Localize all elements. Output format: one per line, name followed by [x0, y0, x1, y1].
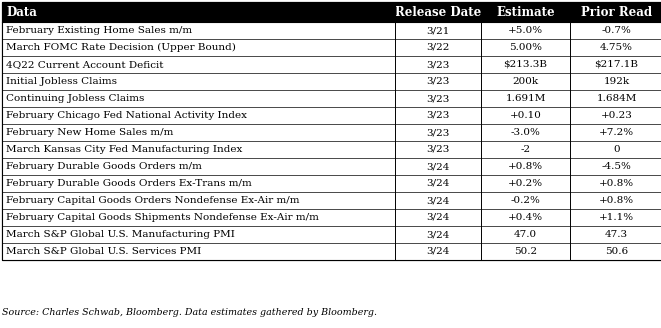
- Text: 4Q22 Current Account Deficit: 4Q22 Current Account Deficit: [6, 60, 163, 69]
- Text: March Kansas City Fed Manufacturing Index: March Kansas City Fed Manufacturing Inde…: [6, 145, 243, 154]
- Text: February Chicago Fed National Activity Index: February Chicago Fed National Activity I…: [6, 111, 247, 120]
- Text: 3/24: 3/24: [426, 230, 449, 239]
- Text: 3/23: 3/23: [426, 111, 449, 120]
- Bar: [2, 39, 661, 56]
- Text: Continuing Jobless Claims: Continuing Jobless Claims: [6, 94, 144, 103]
- Text: +0.10: +0.10: [510, 111, 541, 120]
- Text: February Capital Goods Shipments Nondefense Ex-Air m/m: February Capital Goods Shipments Nondefe…: [6, 213, 319, 222]
- Bar: [2, 73, 661, 90]
- Text: $213.3B: $213.3B: [504, 60, 547, 69]
- Text: 1.684M: 1.684M: [596, 94, 637, 103]
- Text: 0: 0: [613, 145, 620, 154]
- Text: 3/24: 3/24: [426, 179, 449, 188]
- Text: +7.2%: +7.2%: [599, 128, 634, 137]
- Text: March S&P Global U.S. Services PMI: March S&P Global U.S. Services PMI: [6, 247, 201, 256]
- Bar: [2, 90, 661, 107]
- Text: 3/23: 3/23: [426, 77, 449, 86]
- Text: +0.8%: +0.8%: [508, 162, 543, 171]
- Bar: [2, 209, 661, 226]
- Bar: [2, 226, 661, 243]
- Text: Initial Jobless Claims: Initial Jobless Claims: [6, 77, 117, 86]
- Text: Prior Read: Prior Read: [581, 6, 652, 18]
- Text: 50.6: 50.6: [605, 247, 628, 256]
- Text: 3/23: 3/23: [426, 94, 449, 103]
- Text: 5.00%: 5.00%: [509, 43, 542, 52]
- Text: -4.5%: -4.5%: [602, 162, 631, 171]
- Text: 3/21: 3/21: [426, 26, 449, 35]
- Text: +5.0%: +5.0%: [508, 26, 543, 35]
- Text: March FOMC Rate Decision (Upper Bound): March FOMC Rate Decision (Upper Bound): [6, 43, 236, 52]
- Text: +0.8%: +0.8%: [599, 179, 634, 188]
- Text: +0.4%: +0.4%: [508, 213, 543, 222]
- Text: February Durable Goods Orders Ex-Trans m/m: February Durable Goods Orders Ex-Trans m…: [6, 179, 252, 188]
- Text: -0.7%: -0.7%: [602, 26, 631, 35]
- Text: 3/24: 3/24: [426, 162, 449, 171]
- Bar: [2, 175, 661, 192]
- Text: Data: Data: [6, 6, 37, 18]
- Text: -2: -2: [520, 145, 531, 154]
- Bar: [2, 124, 661, 141]
- Text: +1.1%: +1.1%: [599, 213, 634, 222]
- Text: 3/23: 3/23: [426, 128, 449, 137]
- Bar: [2, 2, 661, 260]
- Bar: [2, 2, 661, 260]
- Text: +0.2%: +0.2%: [508, 179, 543, 188]
- Text: 3/23: 3/23: [426, 60, 449, 69]
- Text: 3/22: 3/22: [426, 43, 449, 52]
- Text: 1.691M: 1.691M: [505, 94, 546, 103]
- Bar: [2, 192, 661, 209]
- Bar: [2, 22, 661, 39]
- Text: 4.75%: 4.75%: [600, 43, 633, 52]
- Bar: [2, 243, 661, 260]
- Bar: [2, 158, 661, 175]
- Text: +0.23: +0.23: [601, 111, 633, 120]
- Text: -0.2%: -0.2%: [510, 196, 541, 205]
- Text: February Existing Home Sales m/m: February Existing Home Sales m/m: [6, 26, 192, 35]
- Text: 192k: 192k: [603, 77, 629, 86]
- Text: 3/23: 3/23: [426, 145, 449, 154]
- Text: 3/24: 3/24: [426, 196, 449, 205]
- Text: 47.0: 47.0: [514, 230, 537, 239]
- Bar: [2, 141, 661, 158]
- Text: 50.2: 50.2: [514, 247, 537, 256]
- Text: 3/24: 3/24: [426, 247, 449, 256]
- Text: +0.8%: +0.8%: [599, 196, 634, 205]
- Text: -3.0%: -3.0%: [510, 128, 541, 137]
- Text: $217.1B: $217.1B: [594, 60, 639, 69]
- Text: Source: Charles Schwab, Bloomberg. Data estimates gathered by Bloomberg.: Source: Charles Schwab, Bloomberg. Data …: [2, 308, 377, 317]
- Text: 3/24: 3/24: [426, 213, 449, 222]
- Text: 200k: 200k: [512, 77, 539, 86]
- Bar: [2, 56, 661, 73]
- Text: February New Home Sales m/m: February New Home Sales m/m: [6, 128, 173, 137]
- Bar: [2, 2, 661, 22]
- Text: 47.3: 47.3: [605, 230, 628, 239]
- Text: February Durable Goods Orders m/m: February Durable Goods Orders m/m: [6, 162, 202, 171]
- Text: Release Date: Release Date: [395, 6, 481, 18]
- Text: Estimate: Estimate: [496, 6, 555, 18]
- Bar: [2, 107, 661, 124]
- Text: February Capital Goods Orders Nondefense Ex-Air m/m: February Capital Goods Orders Nondefense…: [6, 196, 299, 205]
- Text: March S&P Global U.S. Manufacturing PMI: March S&P Global U.S. Manufacturing PMI: [6, 230, 235, 239]
